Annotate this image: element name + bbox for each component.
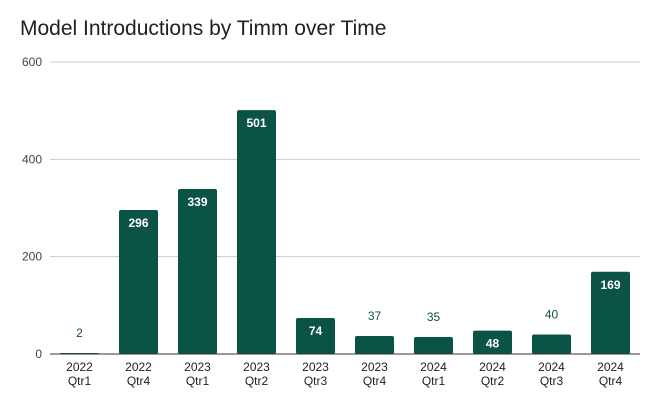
bar: [414, 336, 453, 354]
bar-value-label: 40: [545, 308, 559, 322]
bar-value-label: 74: [309, 324, 323, 338]
x-tick-label-year: 2023: [302, 360, 329, 374]
x-tick-label-quarter: Qtr3: [304, 374, 328, 388]
x-tick-label: 2024 Qtr3: [538, 360, 565, 388]
x-tick-label-year: 2024: [597, 360, 624, 374]
bar-value-label: 339: [187, 195, 207, 209]
x-tick-label: 2023 Qtr2: [243, 360, 270, 388]
bar: [591, 271, 630, 354]
x-tick-label-year: 2024: [538, 360, 565, 374]
bars: [60, 110, 630, 355]
x-tick-label-year: 2022: [66, 360, 93, 374]
x-tick-label: 2024 Qtr2: [479, 360, 506, 388]
x-tick-label: 2022 Qtr1: [66, 360, 93, 388]
x-tick-label-quarter: Qtr4: [127, 374, 151, 388]
x-tick-label-year: 2023: [361, 360, 388, 374]
x-tick-label: 2023 Qtr3: [302, 360, 329, 388]
bar: [237, 110, 276, 355]
x-tick-label-quarter: Qtr1: [186, 374, 210, 388]
x-tick-label-year: 2024: [420, 360, 447, 374]
bar-value-label: 296: [128, 216, 148, 230]
y-axis-ticks: 0 200 400 600: [22, 55, 42, 361]
bar-value-label: 2: [76, 326, 83, 340]
x-tick-label-quarter: Qtr4: [363, 374, 387, 388]
bar-value-label: 35: [427, 310, 441, 324]
x-tick-label-quarter: Qtr2: [481, 374, 505, 388]
data-labels: 2 296 339 501 74 37 35 48 40 169: [76, 116, 621, 350]
y-tick-label: 600: [22, 55, 42, 69]
x-tick-label-quarter: Qtr3: [540, 374, 564, 388]
x-tick-label: 2023 Qtr4: [361, 360, 388, 388]
x-tick-label: 2023 Qtr1: [184, 360, 211, 388]
y-tick-label: 400: [22, 152, 42, 166]
bar: [532, 334, 571, 354]
x-tick-label-year: 2023: [184, 360, 211, 374]
bar: [178, 189, 217, 354]
x-tick-label-quarter: Qtr4: [599, 374, 623, 388]
bar-value-label: 37: [368, 309, 382, 323]
x-tick-label-quarter: Qtr2: [245, 374, 269, 388]
x-tick-label-quarter: Qtr1: [422, 374, 446, 388]
x-tick-label: 2024 Qtr4: [597, 360, 624, 388]
x-tick-label-quarter: Qtr1: [68, 374, 92, 388]
x-tick-label: 2024 Qtr1: [420, 360, 447, 388]
bar-value-label: 501: [246, 116, 266, 130]
bar-value-label: 169: [600, 278, 620, 292]
chart-title: Model Introductions by Timm over Time: [20, 17, 387, 40]
bar-value-label: 48: [486, 337, 500, 351]
bar: [355, 335, 394, 354]
x-tick-label-year: 2022: [125, 360, 152, 374]
y-tick-label: 200: [22, 250, 42, 264]
x-tick-label-year: 2024: [479, 360, 506, 374]
bar: [119, 209, 158, 354]
x-tick-label-year: 2023: [243, 360, 270, 374]
bar: [296, 317, 335, 354]
x-tick-label: 2022 Qtr4: [125, 360, 152, 388]
y-tick-label: 0: [35, 347, 42, 361]
bar: [473, 330, 512, 354]
